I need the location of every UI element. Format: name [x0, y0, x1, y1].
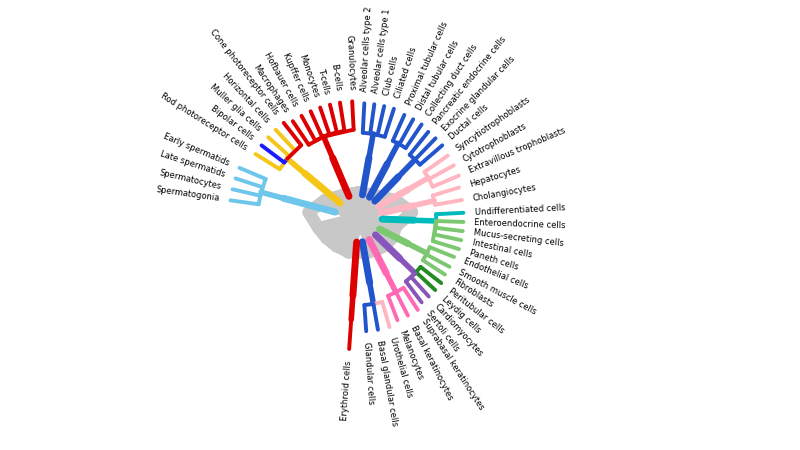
Text: Paneth cells: Paneth cells — [468, 248, 519, 271]
Text: Cone photoreceptor cells: Cone photoreceptor cells — [208, 28, 281, 117]
Text: Urothelial cells: Urothelial cells — [388, 337, 414, 399]
Text: Melanocytes: Melanocytes — [398, 329, 425, 382]
Text: Syncytiotrophoblasts: Syncytiotrophoblasts — [454, 95, 532, 153]
Text: Hofbauer cells: Hofbauer cells — [262, 51, 300, 108]
Text: Cardiomyocytes: Cardiomyocytes — [433, 302, 485, 358]
Text: Basal keratinocytes: Basal keratinocytes — [409, 324, 454, 401]
Text: Peritubular cells: Peritubular cells — [447, 286, 506, 335]
Text: Proximal tubular cells: Proximal tubular cells — [405, 20, 450, 107]
Text: Pancreatic endocrine cells: Pancreatic endocrine cells — [432, 35, 508, 126]
Text: Basal glandular cells: Basal glandular cells — [375, 340, 399, 428]
Text: Muller glia cells: Muller glia cells — [208, 82, 263, 133]
Text: Sertoli cells: Sertoli cells — [425, 309, 462, 353]
Text: Leydig cells: Leydig cells — [440, 294, 482, 335]
Text: Glandular cells: Glandular cells — [362, 342, 376, 405]
Text: Erythroid cells: Erythroid cells — [340, 360, 353, 421]
Text: Macrophages: Macrophages — [251, 63, 290, 114]
Text: B-cells: B-cells — [330, 63, 342, 92]
Text: Enteroendocrine cells: Enteroendocrine cells — [474, 218, 566, 230]
Text: Rod photoreceptor cells: Rod photoreceptor cells — [158, 91, 249, 152]
Text: Fibroblasts: Fibroblasts — [452, 277, 494, 309]
Text: Cholangiocytes: Cholangiocytes — [472, 182, 538, 202]
Text: Cytotrophoblasts: Cytotrophoblasts — [462, 121, 529, 164]
Text: Collecting duct cells: Collecting duct cells — [424, 42, 479, 118]
Text: Alveolar cells type 1: Alveolar cells type 1 — [371, 8, 392, 94]
Text: Horizontal cells: Horizontal cells — [221, 71, 271, 125]
Text: Endothelial cells: Endothelial cells — [462, 257, 530, 291]
Text: Intestinal cells: Intestinal cells — [471, 238, 533, 260]
Text: Undifferentiated cells: Undifferentiated cells — [474, 203, 566, 217]
Text: Alveolar cells type 2: Alveolar cells type 2 — [361, 7, 374, 92]
Text: Ductal cells: Ductal cells — [448, 103, 490, 141]
Text: Monocytes: Monocytes — [298, 53, 321, 99]
Text: Bipolar cells: Bipolar cells — [209, 104, 255, 142]
Text: Spermatocytes: Spermatocytes — [159, 168, 222, 191]
Text: Ciliated cells: Ciliated cells — [393, 46, 418, 99]
Text: T-cells: T-cells — [317, 68, 332, 95]
Text: Smooth muscle cells: Smooth muscle cells — [457, 268, 538, 317]
Text: Late spermatids: Late spermatids — [159, 150, 226, 179]
Text: Extravillous trophoblasts: Extravillous trophoblasts — [467, 126, 566, 176]
Text: Mucus-secreting cells: Mucus-secreting cells — [474, 228, 565, 248]
Text: Granulocytes: Granulocytes — [344, 34, 356, 90]
Text: Hepatocytes: Hepatocytes — [468, 165, 522, 189]
Text: Kupffer cells: Kupffer cells — [281, 52, 310, 103]
Text: Suprabasal keratinocytes: Suprabasal keratinocytes — [420, 317, 486, 411]
Text: Distal tubular cells: Distal tubular cells — [414, 39, 461, 112]
Text: Spermatogonia: Spermatogonia — [155, 185, 220, 203]
Text: Early spermatids: Early spermatids — [162, 132, 231, 168]
Text: Club cells: Club cells — [382, 54, 400, 96]
Text: Exocrine glandular cells: Exocrine glandular cells — [440, 55, 516, 134]
